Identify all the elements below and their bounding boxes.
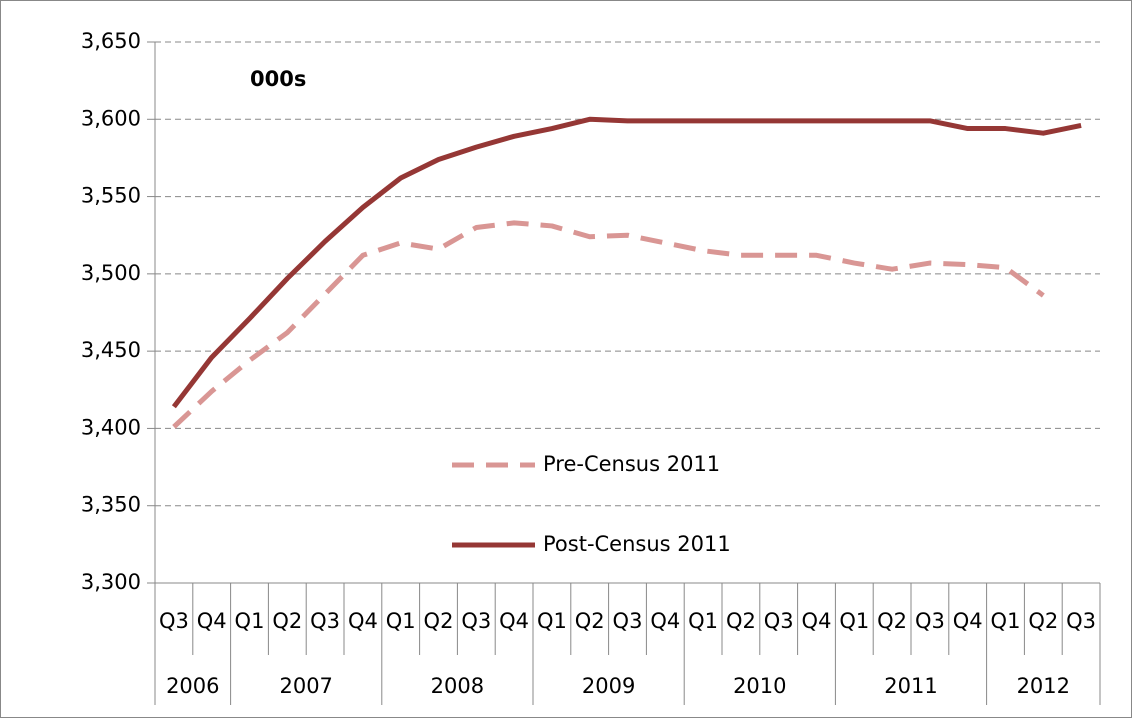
x-group-label: 2010 xyxy=(733,674,786,698)
x-tick-label: Q3 xyxy=(461,609,491,633)
x-tick-label: Q1 xyxy=(386,609,416,633)
x-tick-label: Q4 xyxy=(197,609,227,633)
x-tick-label: Q2 xyxy=(424,609,454,633)
y-tick-label: 3,600 xyxy=(81,106,141,130)
x-group-label: 2008 xyxy=(431,674,484,698)
x-tick-label: Q3 xyxy=(613,609,643,633)
legend-label: Post-Census 2011 xyxy=(543,532,731,556)
x-tick-label: Q1 xyxy=(991,609,1021,633)
x-tick-label: Q4 xyxy=(802,609,832,633)
y-tick-label: 3,450 xyxy=(81,338,141,362)
x-tick-label: Q3 xyxy=(159,609,189,633)
x-tick-label: Q3 xyxy=(1066,609,1096,633)
x-group-label: 2012 xyxy=(1017,674,1070,698)
x-tick-label: Q2 xyxy=(272,609,302,633)
x-tick-label: Q1 xyxy=(235,609,265,633)
x-group-label: 2006 xyxy=(166,674,219,698)
y-tick-label: 3,650 xyxy=(81,29,141,53)
x-tick-label: Q3 xyxy=(915,609,945,633)
series-line xyxy=(171,116,1082,409)
x-tick-label: Q3 xyxy=(764,609,794,633)
x-tick-label: Q3 xyxy=(310,609,340,633)
x-tick-label: Q1 xyxy=(688,609,718,633)
x-tick-label: Q2 xyxy=(1028,609,1058,633)
y-tick-label: 3,500 xyxy=(81,261,141,285)
series-line xyxy=(172,220,1045,429)
y-tick-label: 3,350 xyxy=(81,493,141,517)
x-tick-label: Q4 xyxy=(650,609,680,633)
x-tick-label: Q4 xyxy=(348,609,378,633)
x-tick-label: Q4 xyxy=(499,609,529,633)
x-tick-label: Q2 xyxy=(877,609,907,633)
x-tick-label: Q2 xyxy=(726,609,756,633)
annotation: 000s xyxy=(250,67,306,91)
x-group-label: 2007 xyxy=(279,674,332,698)
x-group-label: 2009 xyxy=(582,674,635,698)
x-tick-label: Q4 xyxy=(953,609,983,633)
y-tick-label: 3,300 xyxy=(81,570,141,594)
x-tick-label: Q2 xyxy=(575,609,605,633)
x-group-label: 2011 xyxy=(884,674,937,698)
legend-label: Pre-Census 2011 xyxy=(543,452,720,476)
y-tick-label: 3,400 xyxy=(81,415,141,439)
y-tick-label: 3,550 xyxy=(81,184,141,208)
x-tick-label: Q1 xyxy=(537,609,567,633)
x-tick-label: Q1 xyxy=(839,609,869,633)
